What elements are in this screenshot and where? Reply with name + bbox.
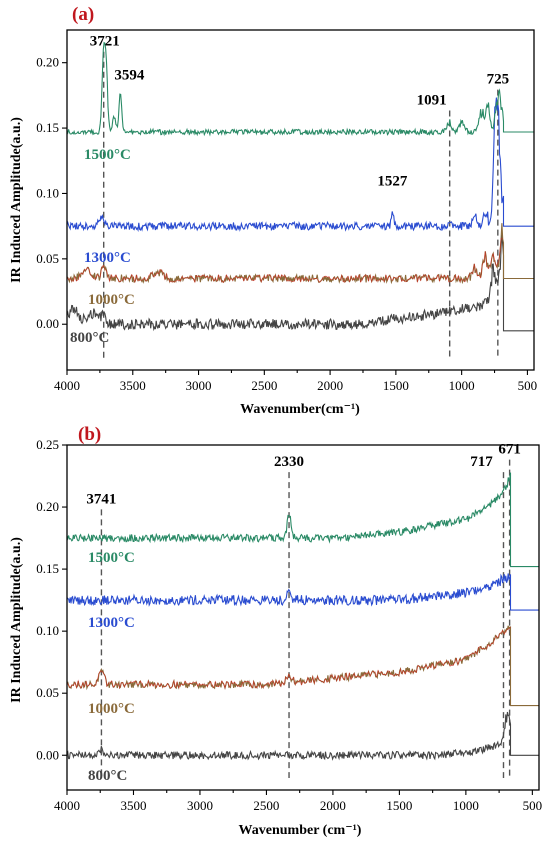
series-line-b-1 [66, 625, 539, 707]
panel-b: (b) 800°C 1000°C 1300°C 1500°C 3741 2330 717 67… [9, 424, 542, 838]
plot-area-b: 800°C 1000°C 1300°C 1500°C 3741 2330 717 671 [66, 442, 539, 784]
peak-annotation-b-717: 717 [470, 454, 493, 470]
series-line-b-2 [66, 573, 539, 611]
x-tick-label-b-1500: 1500 [386, 798, 412, 813]
y-tick-label-a-4: 0.20 [36, 55, 59, 70]
peak-annotation-a-3721: 3721 [90, 34, 120, 50]
series-line-a-3 [66, 41, 534, 137]
y-axis-title-b: IR Induced Amplitude(a.u.) [9, 537, 24, 703]
y-tick-label-b-1: 0.05 [36, 685, 59, 700]
series-label-b-0: 800°C [88, 768, 127, 784]
x-tick-label-b-3000: 3000 [187, 798, 213, 813]
y-tick-label-a-2: 0.10 [36, 185, 59, 200]
x-tick-label-a-1500: 1500 [383, 378, 409, 393]
x-axis-title-a: Wavenumber(cm⁻¹) [240, 402, 360, 417]
series-line-a-2 [66, 97, 534, 233]
peak-annotation-b-671: 671 [498, 442, 521, 458]
series-label-a-0: 800°C [70, 330, 109, 346]
peak-annotation-a-3594: 3594 [114, 68, 145, 84]
y-tick-label-b-2: 0.10 [36, 623, 59, 638]
series-label-a-1: 1000°C [88, 292, 135, 308]
series-line-b-3 [66, 472, 539, 568]
series-overlay-a-1 [66, 237, 503, 284]
peak-annotation-b-3741: 3741 [86, 491, 116, 507]
y-tick-label-b-4: 0.20 [36, 499, 59, 514]
x-tick-label-a-2500: 2500 [251, 378, 277, 393]
series-label-b-1: 1000°C [88, 701, 135, 717]
y-tick-label-a-3: 0.15 [36, 120, 59, 135]
series-line-b-0 [66, 711, 539, 761]
y-axis-ticks-a: 0.00 0.05 0.10 0.15 0.20 [36, 55, 67, 331]
y-tick-label-b-5: 0.25 [36, 437, 59, 452]
series-label-b-2: 1300°C [88, 615, 135, 631]
peak-annotation-a-725: 725 [487, 72, 510, 88]
peak-annotation-a-1527: 1527 [377, 174, 408, 190]
x-tick-label-b-4000: 4000 [54, 798, 80, 813]
series-label-b-3: 1500°C [88, 550, 135, 566]
x-axis-ticks-b: 4000 3500 3000 2500 2000 1500 1000 500 [54, 790, 542, 813]
y-tick-label-b-3: 0.15 [36, 561, 59, 576]
series-overlay-b-1 [66, 626, 511, 690]
y-axis-ticks-b: 0.00 0.05 0.10 0.15 0.20 0.25 [36, 437, 67, 762]
panel-a: (a) 800°C 1000°C 1300°C 1500°C 3721 3594 1091 7… [9, 4, 537, 417]
plot-area-a: 800°C 1000°C 1300°C 1500°C 3721 3594 1091 725 15… [66, 34, 534, 358]
x-tick-label-a-4000: 4000 [54, 378, 80, 393]
plot-frame-a [66, 29, 535, 371]
series-label-a-3: 1500°C [84, 147, 131, 163]
peak-annotation-a-1091: 1091 [417, 93, 447, 109]
x-tick-label-b-1000: 1000 [453, 798, 479, 813]
peak-annotation-b-2330: 2330 [274, 454, 304, 470]
x-axis-title-b: Wavenumber (cm⁻¹) [239, 823, 362, 838]
y-tick-label-b-0: 0.00 [36, 747, 59, 762]
x-tick-label-b-500: 500 [523, 798, 543, 813]
y-axis-title-a: IR Induced Amplitude(a.u.) [9, 117, 24, 283]
x-tick-label-a-3500: 3500 [120, 378, 146, 393]
panel-label-a: (a) [72, 4, 94, 25]
y-tick-label-a-1: 0.05 [36, 251, 59, 266]
x-axis-ticks-a: 4000 3500 3000 2500 2000 1500 1000 500 [54, 370, 537, 393]
x-tick-label-a-500: 500 [518, 378, 538, 393]
series-label-a-2: 1300°C [84, 250, 131, 266]
x-tick-label-b-2500: 2500 [253, 798, 279, 813]
x-tick-label-b-2000: 2000 [320, 798, 346, 813]
x-tick-label-b-3500: 3500 [120, 798, 146, 813]
x-tick-label-a-1000: 1000 [449, 378, 475, 393]
series-line-a-0 [66, 234, 534, 332]
series-line-a-1 [66, 223, 534, 285]
x-tick-label-a-3000: 3000 [186, 378, 212, 393]
x-tick-label-a-2000: 2000 [317, 378, 343, 393]
panel-label-b: (b) [78, 424, 101, 445]
y-tick-label-a-0: 0.00 [36, 316, 59, 331]
plot-frame-b [66, 444, 540, 791]
